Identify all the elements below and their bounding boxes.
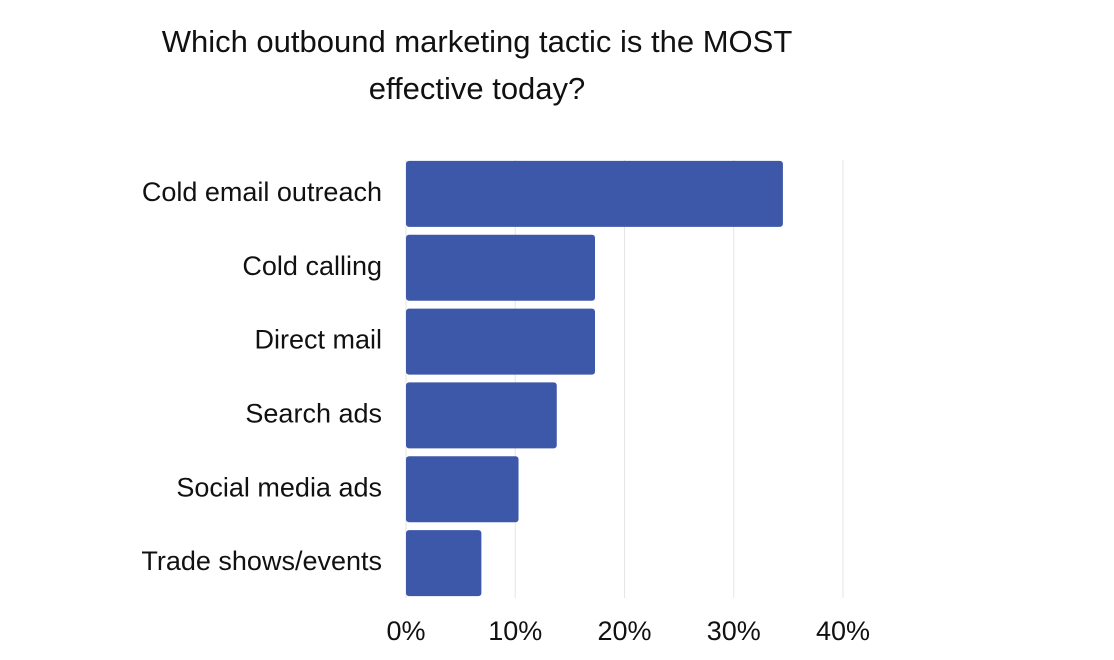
chart-title: Which outbound marketing tactic is the M… (161, 24, 793, 106)
y-tick-label: Direct mail (254, 325, 382, 355)
bar (406, 456, 519, 523)
y-tick-label: Search ads (245, 399, 382, 429)
bar (406, 234, 596, 301)
y-tick-label: Social media ads (176, 472, 382, 502)
y-tick-label: Cold calling (242, 251, 382, 281)
x-tick-label: 30% (707, 616, 761, 646)
x-tick-label: 0% (386, 616, 425, 646)
bar (406, 160, 783, 227)
bar (406, 530, 482, 597)
y-tick-label: Trade shows/events (141, 546, 382, 576)
bar (406, 308, 596, 375)
y-tick-label: Cold email outreach (142, 177, 382, 207)
x-tick-label: 20% (597, 616, 651, 646)
x-tick-label: 10% (488, 616, 542, 646)
x-tick-label: 40% (816, 616, 870, 646)
bar (406, 382, 557, 449)
